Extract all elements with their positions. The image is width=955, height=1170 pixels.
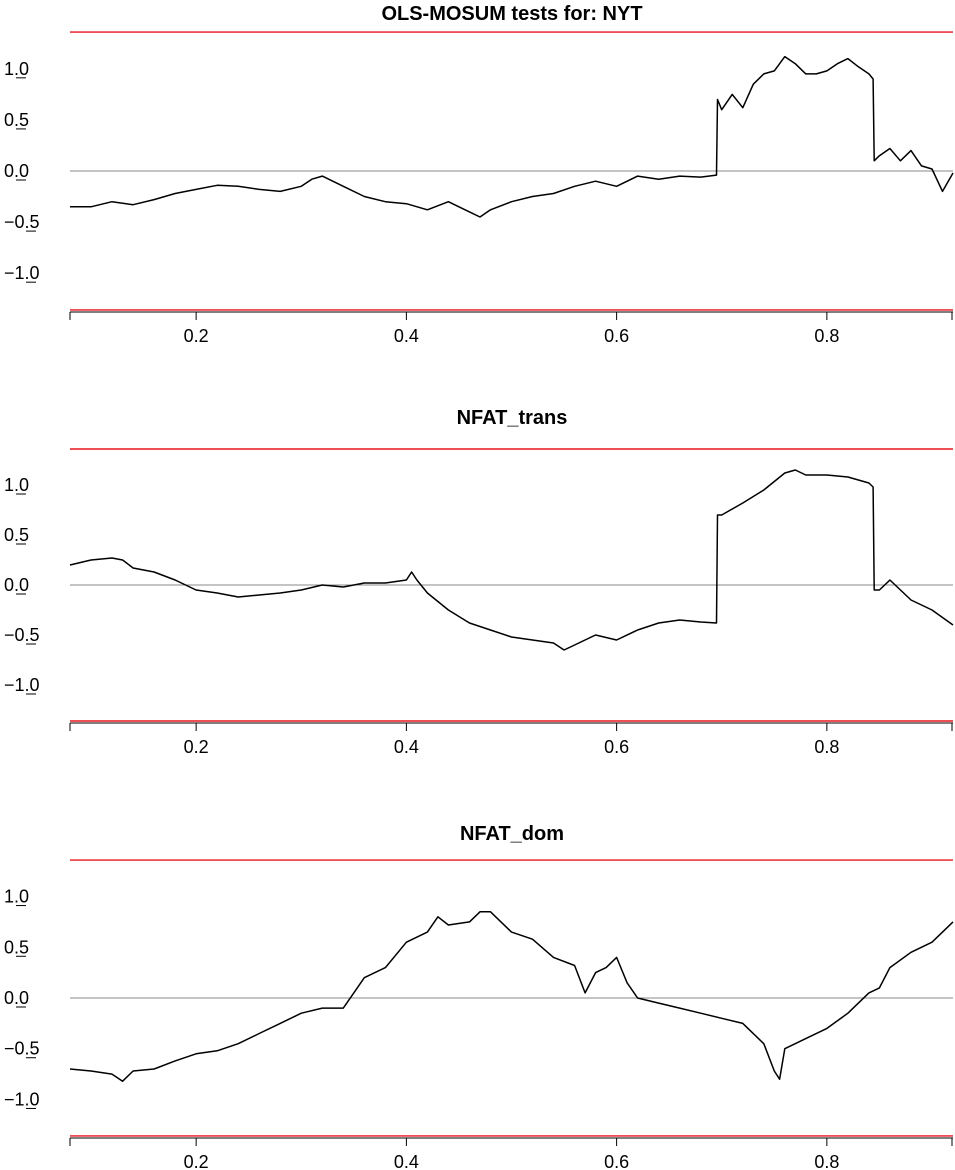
y-tick-label: −1.0 — [4, 675, 40, 695]
figure-title: OLS-MOSUM tests for: NYT — [381, 3, 642, 25]
panel-3: 0.2 0.4 0.6 0.8 1.0 0.5 0.0 −0.5 −1.0 — [4, 859, 954, 1170]
x-tick-label: 0.2 — [184, 1152, 209, 1170]
y-tick-label: −0.5 — [4, 625, 40, 645]
x-tick-label: 0.8 — [814, 326, 839, 346]
panel-1: 0.2 0.4 0.6 0.8 1.0 0.5 0.0 −0.5 −1.0 — [4, 31, 954, 346]
x-tick-label: 0.4 — [394, 326, 419, 346]
panel-3-title: NFAT_dom — [460, 823, 564, 845]
y-tick-label: 0.5 — [4, 525, 29, 545]
series-line-1 — [69, 911, 954, 1082]
y-tick-label: −0.5 — [4, 1039, 40, 1059]
x-tick-label: 0.6 — [604, 1152, 629, 1170]
y-tick-label: 0.0 — [4, 575, 29, 595]
y-tick-label: −1.0 — [4, 263, 40, 283]
x-tick-label: 0.2 — [184, 737, 209, 757]
x-tick-label: 0.4 — [394, 1152, 419, 1170]
y-tick-label: 1.0 — [4, 887, 29, 907]
y-tick-label: 1.0 — [4, 475, 29, 495]
y-tick-label: 0.5 — [4, 110, 29, 130]
series-line-1 — [70, 55, 954, 218]
x-tick-label: 0.4 — [394, 737, 419, 757]
x-tick-label: 0.8 — [814, 737, 839, 757]
y-tick-label: −1.0 — [4, 1089, 40, 1109]
chart-panels: 0.2 0.4 0.6 0.81.00.50.0−0.5−1.00.2 0.4 0.6 0.… — [4, 31, 954, 1170]
series-line-1 — [69, 469, 954, 651]
y-tick-label: 0.0 — [4, 161, 29, 181]
y-tick-label: 0.5 — [4, 937, 29, 957]
panel-2-title: NFAT_trans — [457, 407, 568, 429]
x-tick-label: 0.8 — [814, 1152, 839, 1170]
y-tick-label: −0.5 — [4, 212, 40, 232]
panel-2: 0.2 0.4 0.6 0.8 1.0 0.5 0.0 −0.5 −1.0 — [4, 448, 954, 757]
y-tick-label: 1.0 — [4, 59, 29, 79]
x-tick-label: 0.6 — [604, 737, 629, 757]
y-tick-label: 0.0 — [4, 988, 29, 1008]
x-tick-label: 0.6 — [604, 326, 629, 346]
x-tick-label: 0.2 — [184, 326, 209, 346]
